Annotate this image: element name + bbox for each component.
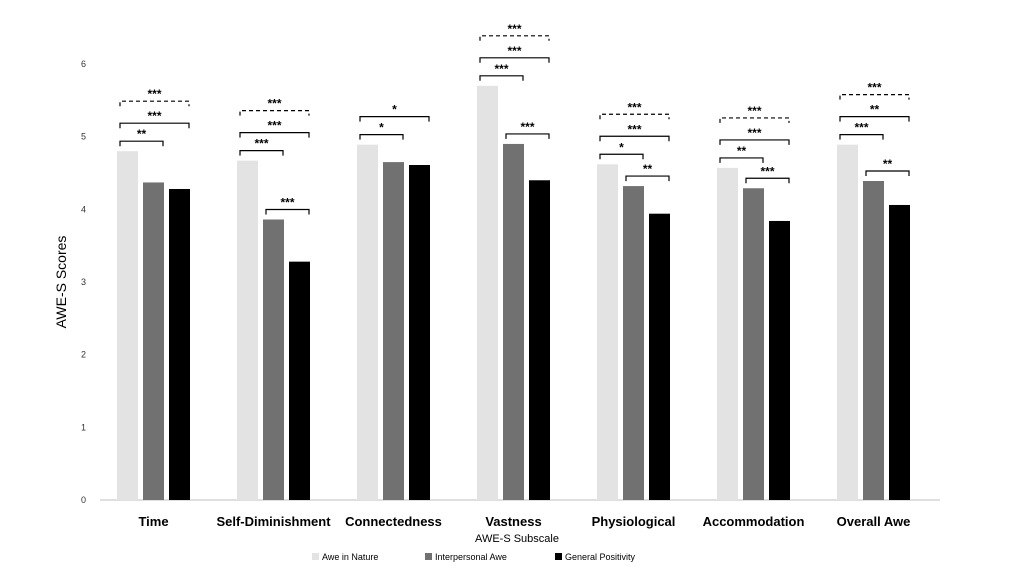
significance-label: *	[392, 103, 397, 117]
bar-interpersonal-awe	[143, 182, 164, 501]
legend-swatch	[425, 553, 432, 560]
significance-bracket	[839, 134, 884, 140]
significance-bracket	[745, 177, 790, 184]
significance-label: ***	[267, 97, 281, 111]
significance-label: ***	[254, 137, 268, 151]
bar-general-positivity	[649, 213, 670, 500]
category-label: Physiological	[592, 514, 676, 529]
bar-general-positivity	[529, 180, 550, 500]
y-tick-label: 5	[81, 132, 86, 142]
significance-label: **	[870, 103, 880, 117]
bar-interpersonal-awe	[623, 186, 644, 500]
significance-label: ***	[627, 100, 641, 114]
bar-general-positivity	[769, 220, 790, 500]
legend-label: Awe in Nature	[322, 552, 378, 562]
bar-awe-in-nature	[477, 85, 498, 501]
significance-label: ***	[747, 104, 761, 118]
bar-interpersonal-awe	[503, 143, 524, 500]
category-label: Overall Awe	[837, 514, 911, 529]
significance-label: ***	[747, 126, 761, 140]
significance-bracket	[239, 132, 310, 138]
significance-bracket	[719, 157, 764, 163]
legend-swatch	[312, 553, 319, 560]
y-axis-ticks: 0 1 2 3 4 5 6	[81, 59, 86, 505]
bar-awe-in-nature	[717, 167, 738, 500]
category-label: Accommodation	[703, 514, 805, 529]
significance-bracket	[865, 170, 910, 176]
y-tick-label: 3	[81, 277, 86, 287]
bar-awe-in-nature	[837, 144, 858, 500]
bar-general-positivity	[169, 188, 190, 500]
category-labels: Time Self-Diminishment Connectedness Vastne…	[138, 514, 910, 529]
significance-bracket-dashed	[239, 110, 310, 116]
bar-awe-in-nature	[597, 164, 618, 500]
significance-bracket	[599, 153, 644, 160]
y-tick-label: 6	[81, 59, 86, 69]
significance-label: **	[137, 127, 147, 141]
significance-bracket	[479, 57, 550, 63]
significance-label: **	[737, 144, 747, 158]
significance-bracket	[505, 133, 550, 139]
significance-label: ***	[494, 62, 508, 76]
y-tick-label: 0	[81, 495, 86, 505]
significance-bracket	[359, 134, 404, 140]
significance-bracket	[479, 75, 524, 81]
significance-label: ***	[627, 122, 641, 136]
bar-general-positivity	[889, 204, 910, 500]
significance-label: ***	[147, 109, 161, 123]
legend-label: General Positivity	[565, 552, 636, 562]
significance-brackets: ****************************************…	[119, 22, 910, 215]
significance-bracket-dashed	[119, 100, 190, 107]
bar-interpersonal-awe	[263, 219, 284, 501]
significance-bracket	[359, 116, 430, 122]
significance-bracket	[265, 208, 310, 215]
significance-bracket	[625, 175, 670, 182]
significance-bracket-dashed	[839, 94, 910, 100]
legend-swatch	[555, 553, 562, 560]
significance-bracket	[239, 150, 284, 156]
significance-label: ***	[147, 87, 161, 101]
category-label: Connectedness	[345, 514, 442, 529]
category-label: Vastness	[485, 514, 541, 529]
significance-label: **	[643, 162, 653, 176]
y-tick-label: 1	[81, 422, 86, 432]
bar-interpersonal-awe	[743, 188, 764, 500]
legend: Awe in Nature Interpersonal Awe General Po…	[312, 552, 636, 562]
significance-label: ***	[507, 22, 521, 36]
bar-interpersonal-awe	[383, 162, 404, 500]
bar-interpersonal-awe	[863, 180, 884, 500]
significance-label: ***	[867, 81, 881, 95]
significance-bracket-dashed	[599, 113, 670, 120]
y-tick-label: 2	[81, 350, 86, 360]
significance-bracket	[119, 140, 164, 147]
legend-label: Interpersonal Awe	[435, 552, 507, 562]
category-label: Self-Diminishment	[216, 514, 331, 529]
y-tick-label: 4	[81, 204, 86, 214]
significance-label: ***	[520, 120, 534, 134]
significance-bracket	[599, 135, 670, 142]
bars-group	[117, 85, 910, 501]
significance-label: **	[883, 157, 893, 171]
bar-awe-in-nature	[357, 144, 378, 500]
significance-label: ***	[760, 164, 774, 178]
significance-label: ***	[854, 121, 868, 135]
significance-bracket-dashed	[719, 117, 790, 123]
significance-bracket	[119, 122, 190, 129]
bar-general-positivity	[409, 165, 430, 501]
significance-bracket-dashed	[479, 35, 550, 41]
bar-awe-in-nature	[237, 160, 258, 500]
significance-label: *	[379, 121, 384, 135]
x-axis-label: AWE-S Subscale	[475, 533, 559, 545]
significance-label: ***	[280, 196, 294, 210]
significance-label: ***	[507, 44, 521, 58]
y-axis-label: AWE-S Scores	[53, 236, 69, 329]
significance-bracket	[719, 139, 790, 145]
significance-bracket	[839, 116, 910, 122]
significance-label: *	[619, 140, 624, 154]
category-label: Time	[138, 514, 168, 529]
significance-label: ***	[267, 119, 281, 133]
bar-awe-in-nature	[117, 151, 138, 500]
bar-general-positivity	[289, 261, 310, 500]
